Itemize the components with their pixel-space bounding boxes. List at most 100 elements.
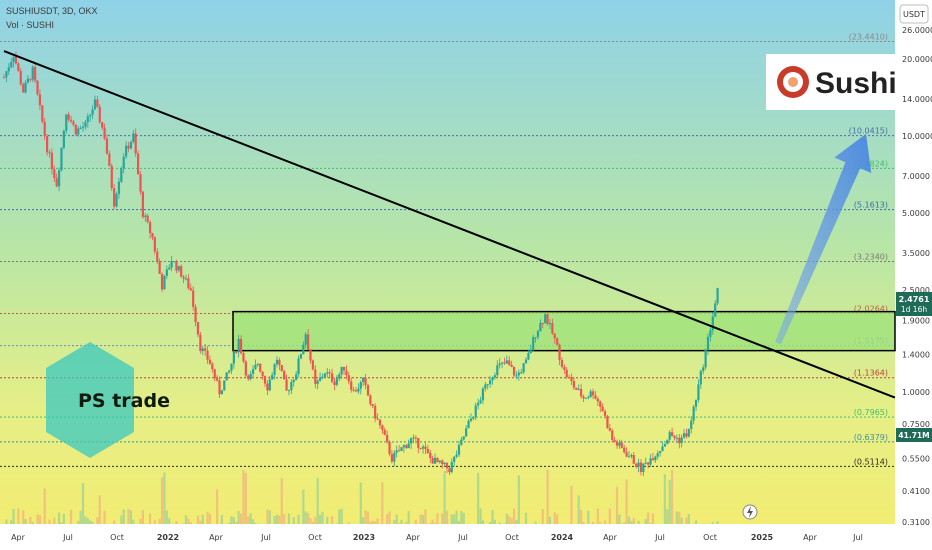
candle-body xyxy=(206,350,209,360)
candle-body xyxy=(175,261,178,271)
candle-body xyxy=(7,67,10,72)
candle-body xyxy=(400,447,403,451)
candle-body xyxy=(275,359,279,365)
candle-body xyxy=(153,237,156,252)
candle-body xyxy=(481,388,485,401)
candle-body xyxy=(280,364,283,372)
candle-body xyxy=(637,462,640,467)
candle-body xyxy=(584,397,587,399)
candle-body xyxy=(359,381,362,389)
candle-body xyxy=(639,462,643,473)
volume-bar xyxy=(43,488,46,540)
candle-body xyxy=(659,451,662,454)
candle-body xyxy=(527,352,530,360)
candle-body xyxy=(419,447,422,449)
candle-body xyxy=(675,437,678,439)
candle-body xyxy=(465,428,468,437)
candle-body xyxy=(551,323,554,334)
candle-body xyxy=(570,377,573,382)
candle-body xyxy=(608,428,611,431)
candle-body xyxy=(409,438,413,444)
candle-body xyxy=(386,434,389,442)
candle-body xyxy=(661,446,664,452)
volume-bar xyxy=(280,478,283,540)
price-axis: 26.0000 20.0000 14.0000 10.0000 7.0000 5.0000… xyxy=(902,26,932,527)
volume-bar xyxy=(98,495,101,540)
candle-body xyxy=(357,388,360,392)
candle-body xyxy=(321,376,324,378)
candle-body xyxy=(362,377,365,382)
candle-body xyxy=(350,381,353,390)
volume-bar xyxy=(316,478,319,540)
candle-body xyxy=(682,433,686,438)
candle-body xyxy=(278,359,281,365)
candle-body xyxy=(541,322,544,324)
lightning-icon[interactable] xyxy=(742,504,758,520)
candle-body xyxy=(98,106,101,123)
fib-label: (23.4410) xyxy=(849,33,888,42)
candle-body xyxy=(673,435,676,439)
candle-body xyxy=(690,420,693,430)
candle-body xyxy=(254,364,257,370)
candle-body xyxy=(31,66,34,80)
candle-body xyxy=(666,439,669,444)
volume-tag: 41.71M xyxy=(896,428,932,442)
candle-body xyxy=(450,461,453,473)
candle-body xyxy=(263,376,267,384)
candle-body xyxy=(38,94,42,106)
candle-body xyxy=(182,276,185,279)
candle-body xyxy=(503,362,506,364)
candle-body xyxy=(103,127,106,139)
x-tick-label: Oct xyxy=(110,533,124,542)
candle-body xyxy=(544,314,547,324)
candle-body xyxy=(579,388,583,397)
candle-body xyxy=(163,275,166,290)
candle-body xyxy=(678,437,681,444)
candle-body xyxy=(453,456,456,462)
candle-body xyxy=(132,133,135,142)
candle-body xyxy=(62,130,65,148)
candle-body xyxy=(711,316,714,331)
currency-button[interactable] xyxy=(899,4,929,24)
y-tick-label: 14.0000 xyxy=(902,95,932,104)
x-tick-label: 2022 xyxy=(157,533,179,542)
candle-body xyxy=(603,411,607,416)
candle-body xyxy=(283,371,286,380)
candle-body xyxy=(407,443,410,449)
candle-body xyxy=(448,468,451,473)
fib-label: (0.6379) xyxy=(854,433,888,442)
fib-label: (7.4824) xyxy=(854,159,888,168)
last-price-value: 2.4761 xyxy=(899,295,930,304)
candle-body xyxy=(105,138,109,154)
candle-body xyxy=(211,363,214,370)
volume-bar xyxy=(477,472,480,540)
fib-label: (3.2340) xyxy=(854,253,888,262)
candle-body xyxy=(716,288,719,304)
candle-body xyxy=(443,462,446,465)
candle-body xyxy=(67,114,70,120)
candle-body xyxy=(2,77,6,79)
time-axis-background xyxy=(0,524,895,550)
volume-bar xyxy=(668,479,671,540)
currency-label: USDT xyxy=(903,10,925,19)
candle-body xyxy=(218,380,221,395)
candle-body xyxy=(22,84,25,93)
candle-body xyxy=(371,404,374,406)
candle-body xyxy=(55,178,58,187)
candle-body xyxy=(297,358,300,375)
volume-bar xyxy=(302,489,305,540)
candle-body xyxy=(213,369,216,379)
candle-body xyxy=(170,261,173,268)
volume-bar xyxy=(625,479,628,540)
volume-bar xyxy=(381,482,384,540)
y-tick-label: 0.3100 xyxy=(902,518,930,527)
y-tick-label: 0.5500 xyxy=(902,454,930,463)
y-tick-label: 20.0000 xyxy=(902,55,932,64)
sushi-logo: Sushi xyxy=(766,54,897,110)
candle-body xyxy=(141,191,144,217)
candle-body xyxy=(91,109,94,115)
candle-body xyxy=(259,363,262,372)
candle-body xyxy=(50,152,53,170)
candle-body xyxy=(615,441,619,446)
